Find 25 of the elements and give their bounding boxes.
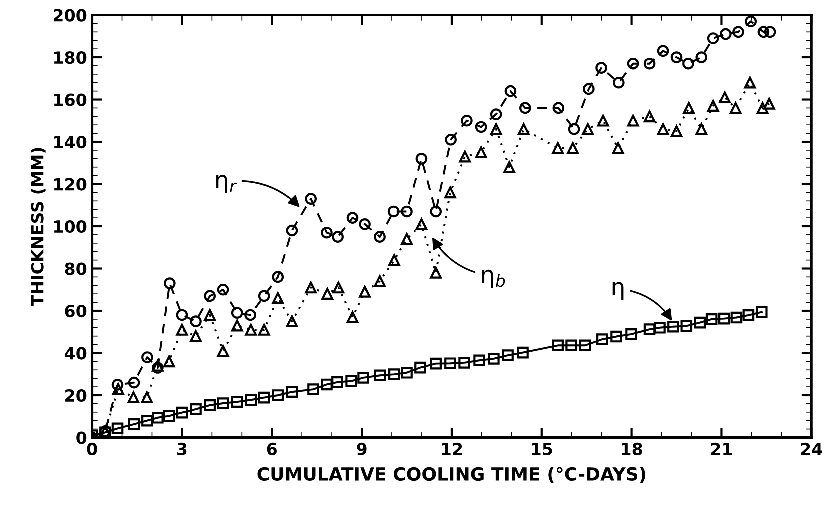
y-tick-label: 200	[54, 9, 87, 22]
annotation: η$_{b}$	[482, 270, 506, 288]
y-tick-label: 20	[66, 389, 87, 402]
y-axis-title: THICKNESS (MM)	[30, 148, 46, 306]
x-tick-label: 3	[178, 442, 187, 456]
x-tick-label: 12	[442, 442, 462, 456]
y-tick-label: 180	[54, 51, 87, 64]
x-tick-label: 6	[267, 442, 278, 456]
y-tick-label: 140	[54, 136, 87, 149]
x-tick-label: 21	[711, 442, 732, 456]
y-tick-label: 0	[76, 432, 87, 444]
y-tick-label: 120	[54, 178, 87, 191]
x-tick-label: 9	[357, 442, 367, 456]
x-tick-label: 24	[801, 442, 822, 456]
y-tick-label: 100	[54, 220, 87, 234]
y-tick-label: 160	[54, 94, 87, 106]
x-tick-label: 0	[87, 442, 98, 456]
y-tick-label: 60	[65, 304, 87, 318]
x-tick-label: 15	[532, 443, 552, 456]
x-axis-title: CUMULATIVE COOLING TIME (°C-DAYS)	[258, 467, 646, 484]
annotation: η$_{r}$	[216, 175, 238, 194]
x-tick-label: 18	[622, 442, 642, 456]
y-tick-label: 40	[64, 347, 87, 360]
y-tick-label: 80	[65, 262, 87, 276]
annotation: η	[612, 282, 624, 300]
